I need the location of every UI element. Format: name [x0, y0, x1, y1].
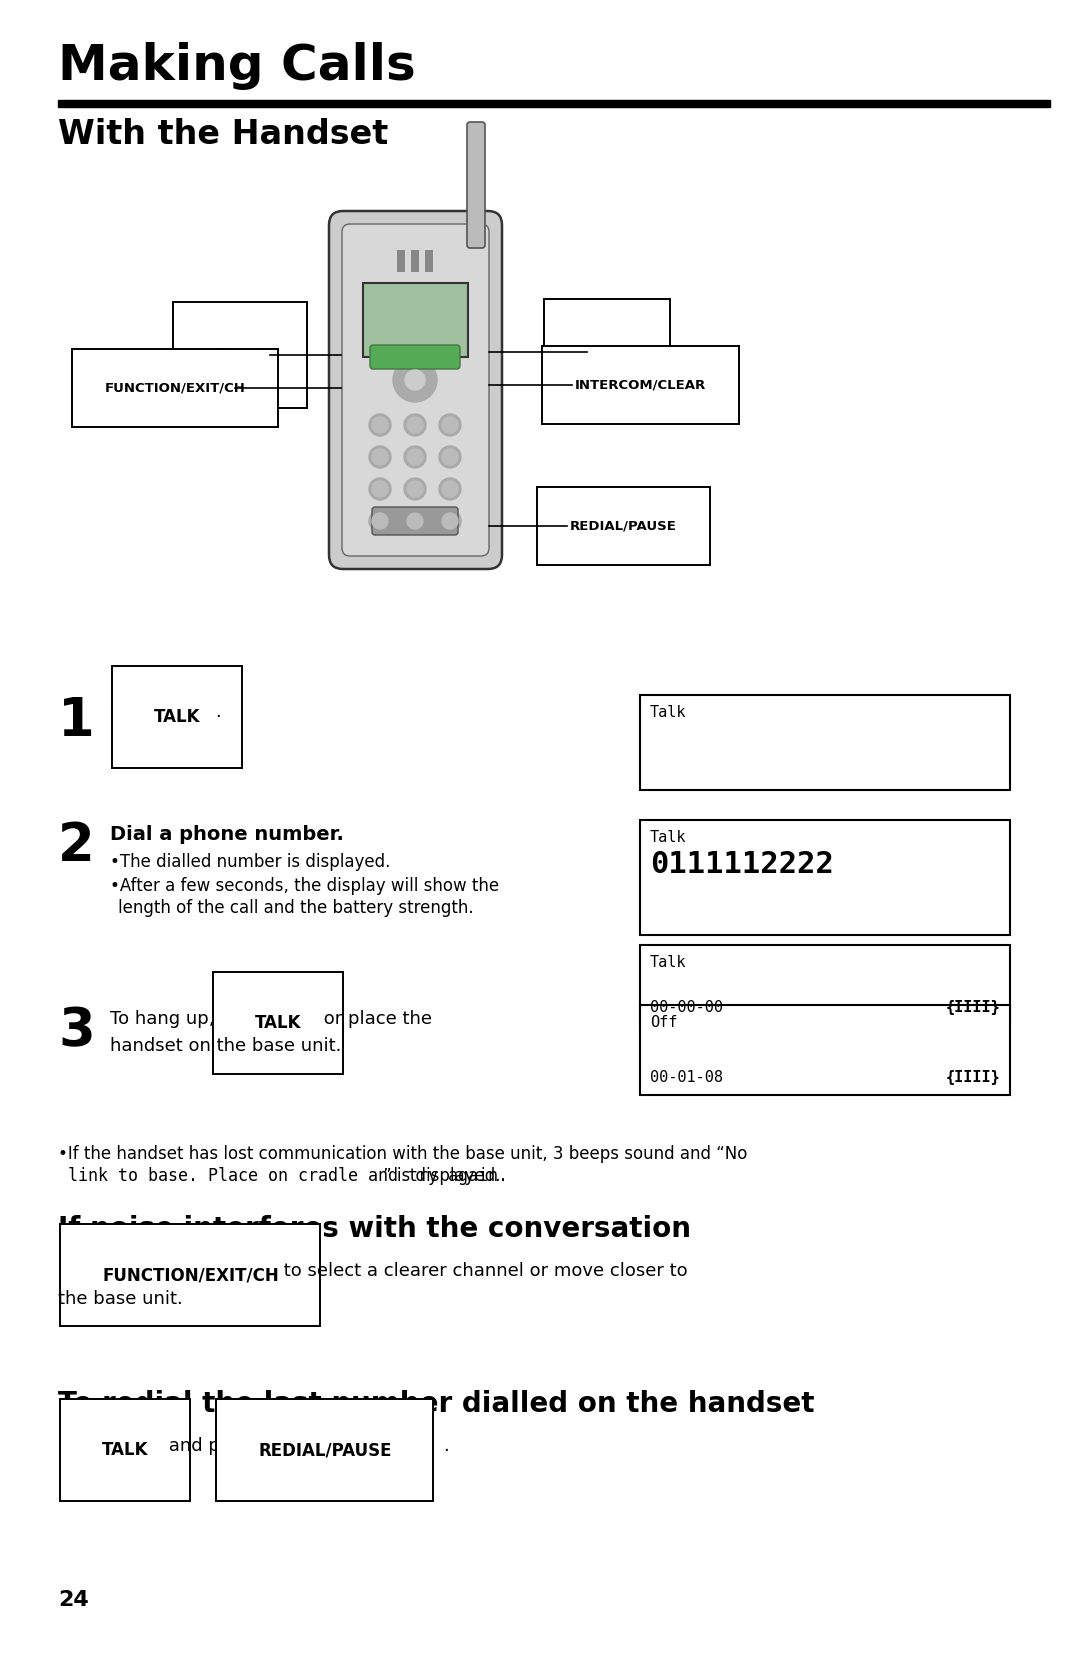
- Text: ” is displayed.: ” is displayed.: [383, 1167, 500, 1185]
- Circle shape: [442, 481, 458, 497]
- Circle shape: [438, 477, 461, 501]
- Text: and press: and press: [163, 1437, 262, 1455]
- Circle shape: [369, 446, 391, 467]
- Circle shape: [393, 357, 437, 402]
- Text: the base unit.: the base unit.: [58, 1290, 183, 1308]
- Text: FUNCTION/EXIT/CH: FUNCTION/EXIT/CH: [105, 382, 245, 394]
- Circle shape: [404, 511, 426, 532]
- Circle shape: [442, 417, 458, 432]
- Text: If noise interferes with the conversation: If noise interferes with the conversatio…: [58, 1215, 691, 1243]
- Text: {IIII}: {IIII}: [945, 1070, 1000, 1085]
- Circle shape: [372, 481, 388, 497]
- Text: TALK: TALK: [102, 1440, 149, 1459]
- Text: length of the call and the battery strength.: length of the call and the battery stren…: [118, 900, 474, 916]
- Circle shape: [438, 414, 461, 436]
- Circle shape: [404, 477, 426, 501]
- Circle shape: [372, 417, 388, 432]
- Text: 00-00-00: 00-00-00: [650, 1000, 723, 1015]
- FancyBboxPatch shape: [467, 122, 485, 249]
- FancyBboxPatch shape: [329, 210, 502, 569]
- Text: •If the handset has lost communication with the base unit, 3 beeps sound and “No: •If the handset has lost communication w…: [58, 1145, 747, 1163]
- Text: 1: 1: [58, 694, 95, 748]
- Text: ▲, ▼: ▲, ▼: [590, 344, 624, 359]
- Circle shape: [407, 417, 423, 432]
- Text: FUNCTION/EXIT/CH: FUNCTION/EXIT/CH: [102, 1267, 279, 1283]
- Text: to select a clearer channel or move closer to: to select a clearer channel or move clos…: [278, 1262, 688, 1280]
- Text: .: .: [215, 703, 220, 721]
- FancyBboxPatch shape: [363, 284, 468, 357]
- Text: 00-01-08: 00-01-08: [650, 1070, 723, 1085]
- Text: TALK: TALK: [255, 1015, 301, 1031]
- Bar: [58, 100, 1050, 107]
- Circle shape: [405, 371, 426, 391]
- Text: link to base. Place on cradle and try again.: link to base. Place on cradle and try ag…: [58, 1167, 508, 1185]
- Circle shape: [404, 446, 426, 467]
- Text: Press: Press: [58, 1437, 111, 1455]
- Text: Talk: Talk: [650, 955, 687, 970]
- Text: REDIAL/PAUSE: REDIAL/PAUSE: [570, 519, 677, 532]
- Bar: [426, 250, 433, 272]
- Bar: [640, 1005, 1010, 1095]
- FancyBboxPatch shape: [370, 345, 460, 369]
- Circle shape: [372, 449, 388, 466]
- Circle shape: [369, 414, 391, 436]
- Text: Talk: Talk: [650, 704, 687, 719]
- Circle shape: [372, 512, 388, 529]
- Text: Press: Press: [58, 1262, 111, 1280]
- Circle shape: [442, 449, 458, 466]
- Text: handset on the base unit.: handset on the base unit.: [110, 1036, 341, 1055]
- Bar: [397, 250, 405, 272]
- Text: To hang up, press: To hang up, press: [110, 1010, 274, 1028]
- Text: To redial the last number dialled on the handset: To redial the last number dialled on the…: [58, 1390, 814, 1419]
- Circle shape: [369, 477, 391, 501]
- Text: .: .: [443, 1437, 449, 1455]
- FancyBboxPatch shape: [342, 224, 489, 556]
- Circle shape: [438, 446, 461, 467]
- Text: •After a few seconds, the display will show the: •After a few seconds, the display will s…: [110, 876, 499, 895]
- Text: 2: 2: [58, 819, 95, 871]
- Text: TALK: TALK: [154, 708, 201, 726]
- Text: 3: 3: [58, 1005, 95, 1056]
- Circle shape: [407, 481, 423, 497]
- Text: Dial a phone number.: Dial a phone number.: [110, 824, 343, 845]
- Text: or place the: or place the: [318, 1010, 432, 1028]
- Circle shape: [404, 414, 426, 436]
- Circle shape: [442, 512, 458, 529]
- Circle shape: [369, 511, 391, 532]
- FancyBboxPatch shape: [372, 507, 458, 536]
- Text: Talk: Talk: [650, 829, 687, 845]
- Text: INTERCOM/CLEAR: INTERCOM/CLEAR: [575, 379, 706, 392]
- Circle shape: [407, 449, 423, 466]
- Bar: [640, 694, 1010, 789]
- Bar: [640, 945, 1010, 1025]
- Text: Press: Press: [110, 703, 163, 721]
- Bar: [640, 819, 1010, 935]
- Circle shape: [438, 511, 461, 532]
- Text: {IIII}: {IIII}: [945, 1000, 1000, 1015]
- Text: TALK: TALK: [219, 347, 261, 362]
- Text: REDIAL/PAUSE: REDIAL/PAUSE: [258, 1440, 391, 1459]
- Text: With the Handset: With the Handset: [58, 118, 388, 150]
- Text: Off: Off: [650, 1015, 677, 1030]
- Text: Making Calls: Making Calls: [58, 42, 416, 90]
- Text: 0111112222: 0111112222: [650, 850, 834, 880]
- Bar: [411, 250, 419, 272]
- Text: 24: 24: [58, 1591, 89, 1611]
- Circle shape: [407, 512, 423, 529]
- Text: •The dialled number is displayed.: •The dialled number is displayed.: [110, 853, 390, 871]
